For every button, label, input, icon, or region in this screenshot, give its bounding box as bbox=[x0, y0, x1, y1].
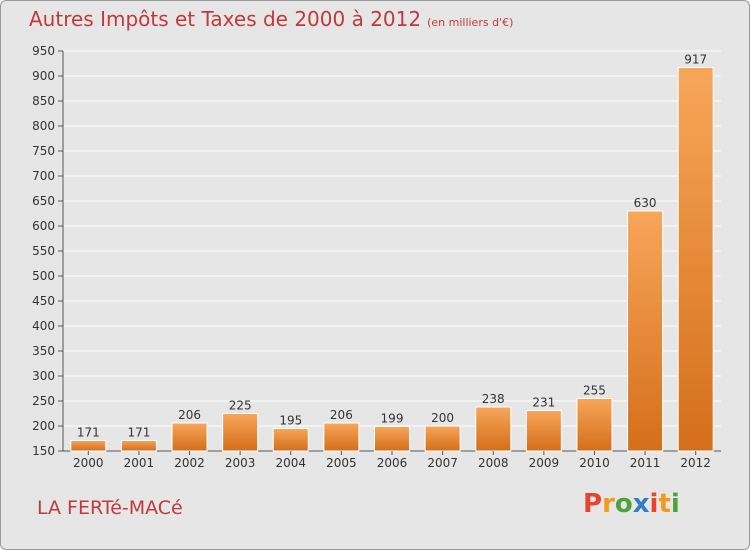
bar-value-label: 206 bbox=[330, 408, 353, 422]
bar-value-label: 231 bbox=[532, 396, 555, 410]
bar bbox=[272, 428, 309, 452]
y-tick-label: 550 bbox=[32, 244, 55, 258]
x-tick-label: 2011 bbox=[630, 456, 661, 470]
logo-letter: x bbox=[632, 489, 650, 519]
bar-value-label: 225 bbox=[229, 399, 252, 413]
bar-value-label: 630 bbox=[634, 196, 657, 210]
bar bbox=[120, 440, 157, 452]
y-tick-label: 200 bbox=[32, 419, 55, 433]
y-tick-label: 900 bbox=[32, 69, 55, 83]
logo-letter: r bbox=[602, 489, 615, 519]
bar bbox=[576, 398, 613, 452]
y-tick-label: 250 bbox=[32, 394, 55, 408]
y-tick-label: 150 bbox=[32, 444, 55, 458]
chart-subtitle: (en milliers d'€) bbox=[427, 16, 514, 29]
bar bbox=[475, 406, 512, 452]
bar-value-label: 171 bbox=[77, 426, 100, 440]
x-tick-label: 2000 bbox=[73, 456, 104, 470]
logo-letter: t bbox=[658, 489, 671, 519]
proxiti-logo: Proxiti bbox=[583, 489, 680, 519]
bar bbox=[374, 426, 410, 452]
y-tick-label: 950 bbox=[32, 44, 55, 58]
y-tick-label: 750 bbox=[32, 144, 55, 158]
y-tick-label: 850 bbox=[32, 94, 55, 108]
bar bbox=[222, 413, 259, 452]
y-tick-label: 800 bbox=[32, 119, 55, 133]
x-tick-label: 2006 bbox=[377, 456, 408, 470]
x-tick-label: 2007 bbox=[427, 456, 458, 470]
x-tick-label: 2009 bbox=[529, 456, 560, 470]
bar-value-label: 200 bbox=[431, 411, 454, 425]
x-tick-label: 2004 bbox=[275, 456, 306, 470]
chart-title-main: Autres Impôts et Taxes de 2000 à 2012 bbox=[29, 7, 422, 31]
place-name: LA FERTé-MACé bbox=[37, 497, 183, 519]
x-tick-label: 2002 bbox=[174, 456, 205, 470]
y-tick-label: 350 bbox=[32, 344, 55, 358]
bar-value-label: 171 bbox=[127, 426, 150, 440]
y-tick-label: 400 bbox=[32, 319, 55, 333]
x-tick-label: 2008 bbox=[478, 456, 509, 470]
x-tick-label: 2001 bbox=[124, 456, 155, 470]
y-tick-label: 300 bbox=[32, 369, 55, 383]
y-tick-label: 600 bbox=[32, 219, 55, 233]
bar bbox=[424, 425, 461, 452]
bar-value-label: 917 bbox=[684, 53, 707, 67]
y-tick-label: 450 bbox=[32, 294, 55, 308]
bar bbox=[323, 422, 360, 452]
logo-letter: P bbox=[583, 489, 603, 519]
bar bbox=[525, 410, 562, 452]
chart-title: Autres Impôts et Taxes de 2000 à 2012 (en… bbox=[29, 7, 513, 31]
x-tick-label: 2010 bbox=[579, 456, 610, 470]
x-tick-label: 2012 bbox=[680, 456, 711, 470]
bar-value-label: 238 bbox=[482, 392, 505, 406]
y-tick-label: 500 bbox=[32, 269, 55, 283]
logo-letter: i bbox=[670, 489, 680, 519]
logo-letter: i bbox=[649, 489, 659, 519]
y-tick-label: 650 bbox=[32, 194, 55, 208]
bar-value-label: 206 bbox=[178, 408, 201, 422]
x-tick-label: 2003 bbox=[225, 456, 256, 470]
bar bbox=[171, 422, 208, 452]
y-tick-label: 700 bbox=[32, 169, 55, 183]
bar bbox=[677, 67, 714, 452]
x-tick-label: 2005 bbox=[326, 456, 357, 470]
bar-value-label: 195 bbox=[279, 414, 302, 428]
bar-value-label: 255 bbox=[583, 384, 606, 398]
bar bbox=[70, 440, 107, 452]
bar bbox=[627, 210, 664, 452]
bar-value-label: 199 bbox=[381, 412, 404, 426]
logo-letter: o bbox=[614, 489, 633, 519]
